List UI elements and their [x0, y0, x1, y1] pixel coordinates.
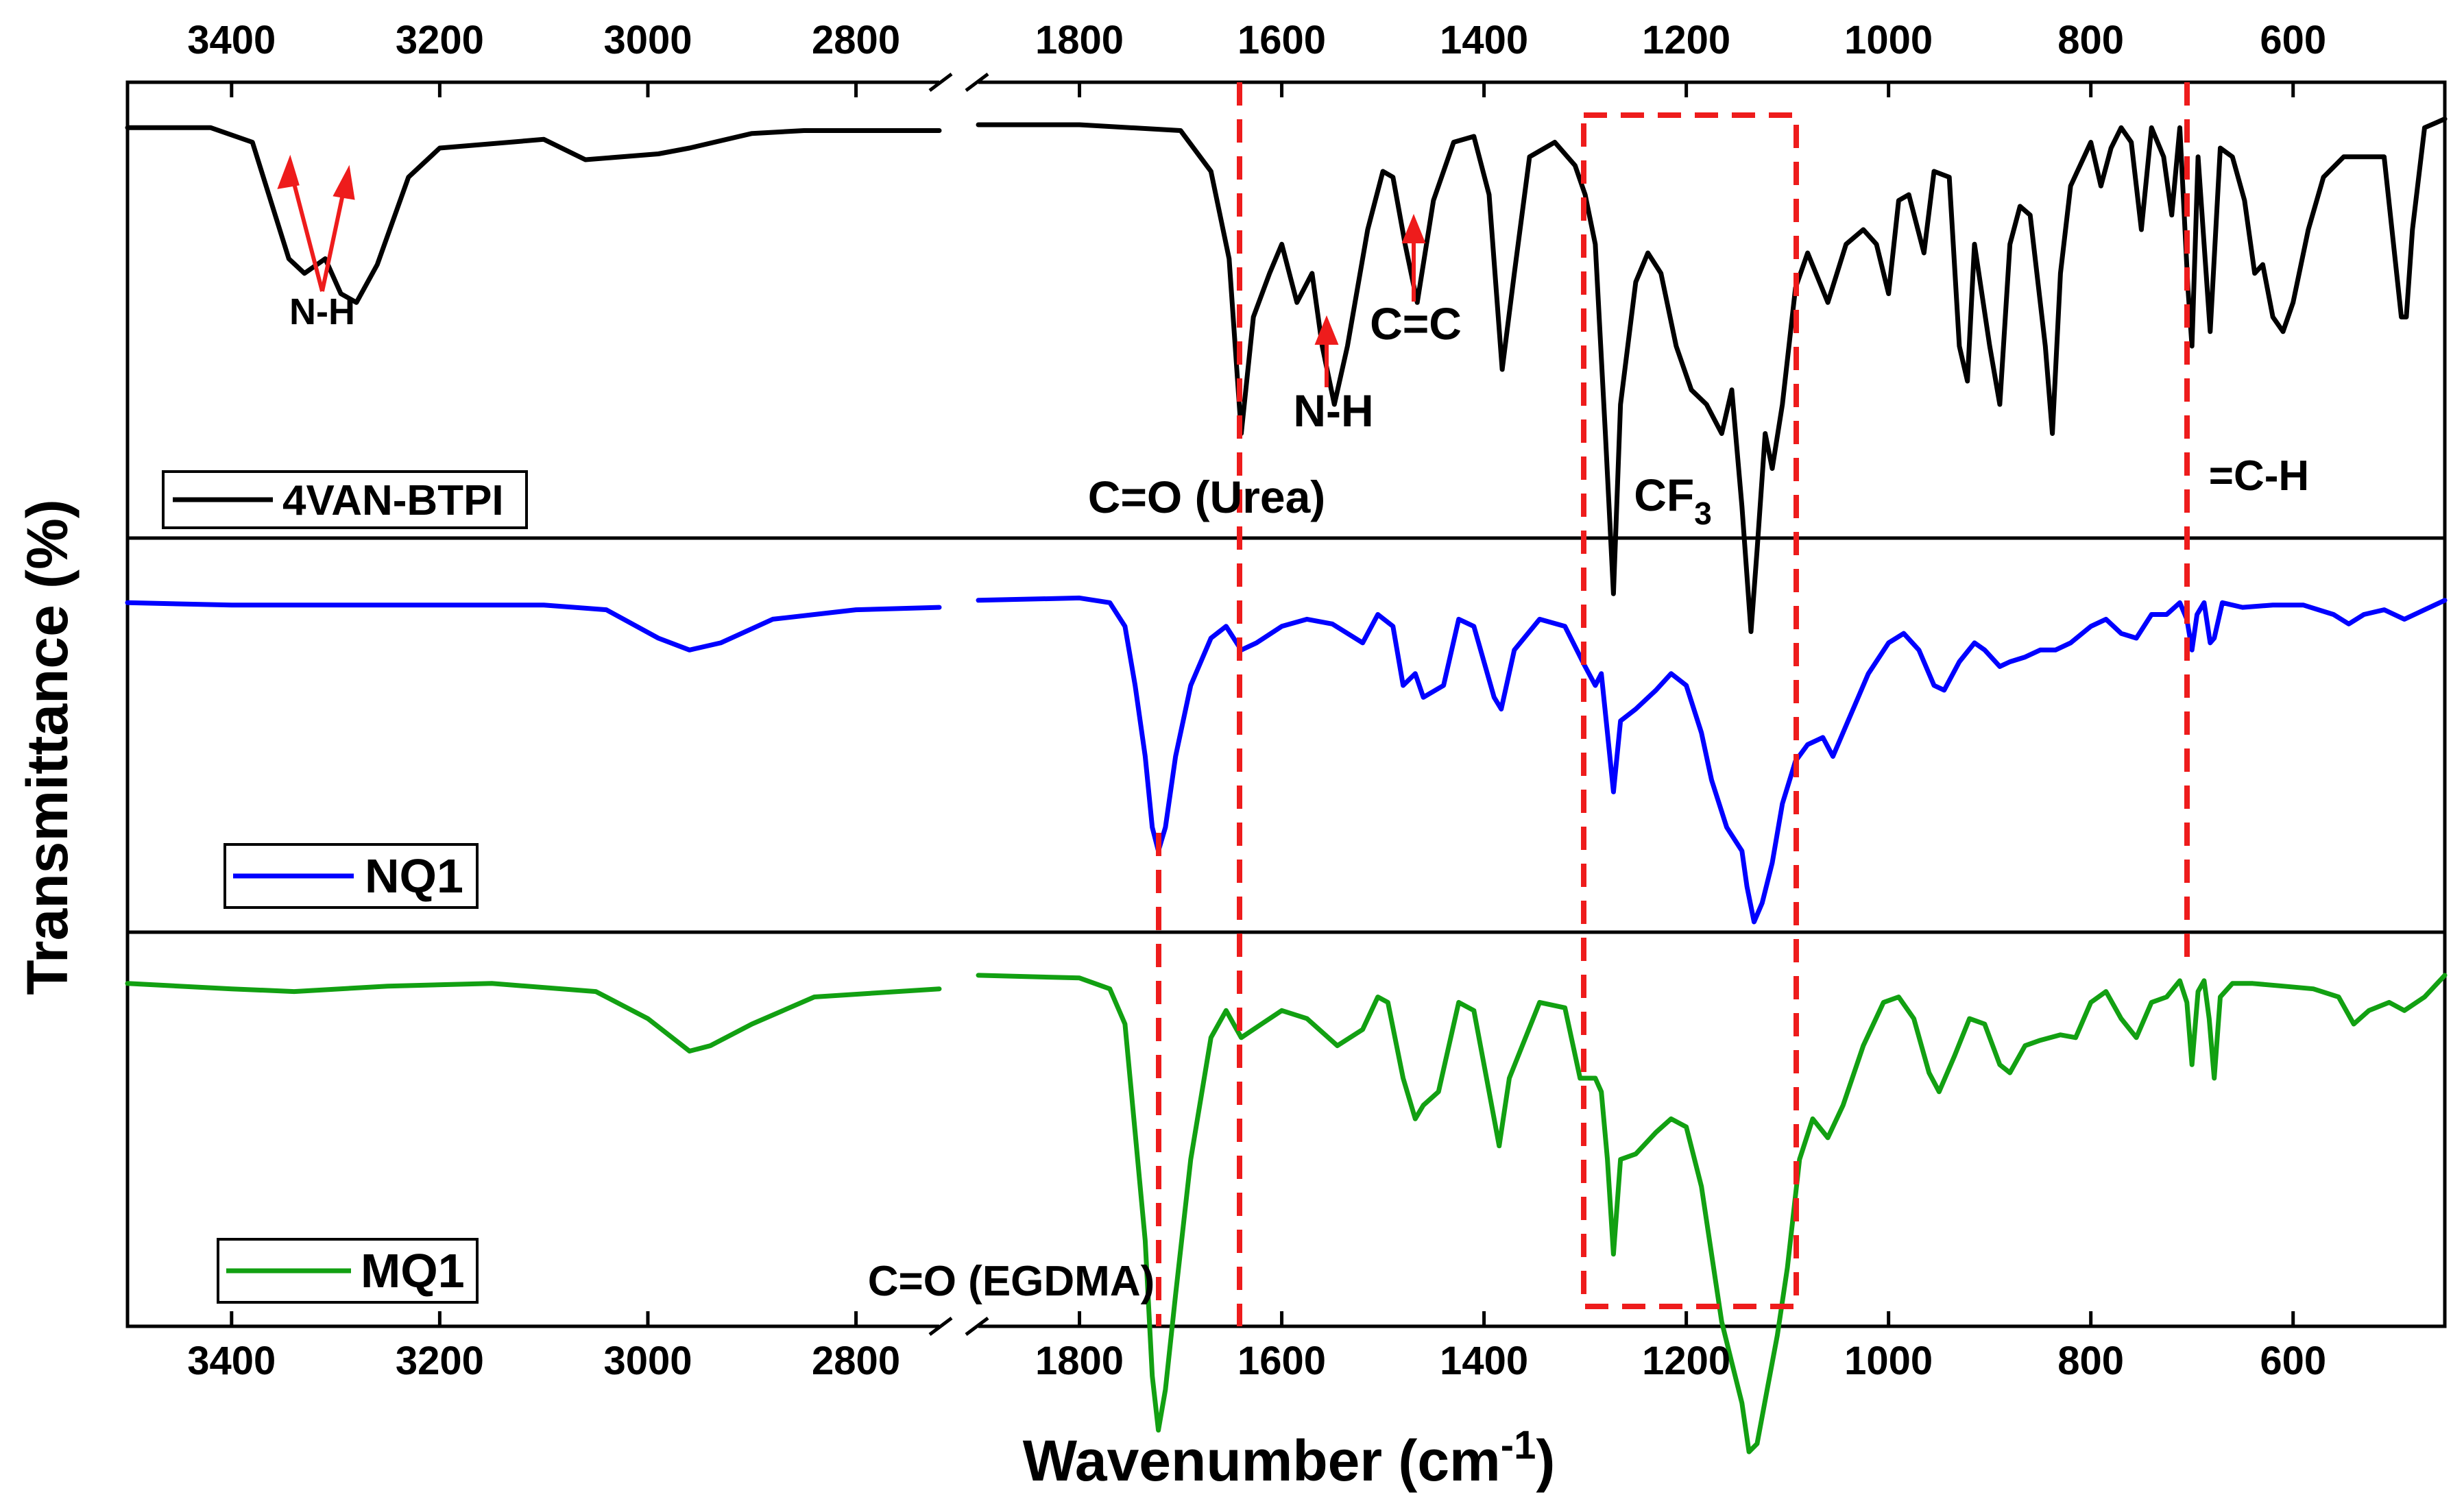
annotation-nh-right: N-H	[1293, 385, 1373, 436]
x-tick-label-bottom: 1800	[1035, 1339, 1124, 1383]
x-tick-label-top: 600	[2260, 18, 2326, 62]
arrow-head	[1401, 214, 1426, 243]
series-line-4van-btpi-left	[125, 125, 942, 305]
legend-label: NQ1	[365, 849, 463, 903]
x-axis-label-main: Wavenumber (cm	[1023, 1428, 1501, 1493]
tick-layer: 3400 3400 3200 3200 3000 3000 2800 2800 1800 1800…	[187, 18, 2326, 1383]
series-line-mq1-right	[976, 973, 2448, 1454]
axis-break-mark	[928, 73, 953, 92]
x-tick-label-bottom: 1000	[1844, 1339, 1933, 1383]
x-tick-label-top: 1200	[1642, 18, 1730, 62]
series-line-nq1-left	[125, 600, 942, 653]
arrow-head	[277, 154, 300, 189]
x-axis-label: Wavenumber (cm-1)	[1023, 1423, 1556, 1493]
series-line-nq1-right	[976, 595, 2448, 925]
annotation-ch: =C-H	[2209, 452, 2309, 500]
y-axis-label: Transmittance (%)	[15, 499, 80, 995]
legend-label: MQ1	[361, 1244, 465, 1298]
axis-break	[928, 73, 989, 1336]
annotation-nh-left: N-H	[289, 291, 355, 332]
series-line-4van-btpi-right	[976, 117, 2448, 634]
x-tick-label-top: 1600	[1237, 18, 1326, 62]
reference-lines	[1156, 82, 2190, 1326]
x-tick-label-bottom: 3000	[603, 1339, 692, 1383]
x-tick-label-top: 800	[2057, 18, 2124, 62]
arrow-head	[1314, 315, 1339, 345]
plot-panels	[125, 80, 2447, 1328]
x-axis-label-close: )	[1536, 1428, 1555, 1493]
annotation-cf3-main: CF	[1634, 470, 1694, 520]
x-tick-label-bottom: 1400	[1440, 1339, 1528, 1383]
x-tick-label-bottom: 2800	[812, 1339, 900, 1383]
annotations: N-H N-H C=C C=O (Urea) CF3 =C-H C=O (EGD…	[289, 291, 2309, 1305]
peak-arrows	[277, 154, 1426, 387]
annotation-co-egdma: C=O (EGDMA)	[868, 1258, 1155, 1305]
x-tick-label-top: 1400	[1440, 18, 1528, 62]
annotation-cc: C=C	[1370, 298, 1462, 349]
axis-break-gap-bottom	[939, 1318, 978, 1335]
legend-mq1: MQ1	[217, 1238, 479, 1304]
annotation-cf3: CF3	[1634, 470, 1712, 531]
x-tick-label-bottom: 3400	[187, 1339, 276, 1383]
panel-mq1	[125, 930, 2447, 1328]
legends: 4VAN-BTPI NQ1 MQ1	[162, 470, 528, 1304]
legend-label: 4VAN-BTPI	[282, 477, 504, 524]
x-tick-label-bottom: 1200	[1642, 1339, 1730, 1383]
x-tick-label-top: 3000	[603, 18, 692, 62]
legend-4van-btpi: 4VAN-BTPI	[162, 470, 528, 529]
x-tick-label-top: 1000	[1844, 18, 1933, 62]
x-tick-label-bottom: 600	[2260, 1339, 2326, 1383]
x-tick-label-top: 1800	[1035, 18, 1124, 62]
x-tick-label-bottom: 3200	[396, 1339, 484, 1383]
series-line-mq1-left	[125, 981, 942, 1054]
annotation-cf3-sub: 3	[1694, 496, 1712, 531]
axis-break-mark	[928, 1317, 953, 1336]
axis-break-mark	[965, 1317, 989, 1336]
x-tick-label-bottom: 1600	[1237, 1339, 1326, 1383]
x-axis-label-sup: -1	[1501, 1423, 1536, 1468]
series-layer	[125, 117, 2448, 1454]
legend-nq1: NQ1	[224, 843, 479, 909]
arrow-nh-left-a	[288, 167, 324, 292]
annotation-co-urea: C=O (Urea)	[1088, 472, 1326, 522]
x-tick-label-top: 3400	[187, 18, 276, 62]
arrow-head	[333, 165, 355, 200]
x-tick-label-top: 2800	[812, 18, 900, 62]
axis-break-mark	[965, 73, 989, 92]
axis-break-gap-top	[939, 74, 978, 90]
x-tick-label-bottom: 800	[2057, 1339, 2124, 1383]
x-tick-label-top: 3200	[396, 18, 484, 62]
